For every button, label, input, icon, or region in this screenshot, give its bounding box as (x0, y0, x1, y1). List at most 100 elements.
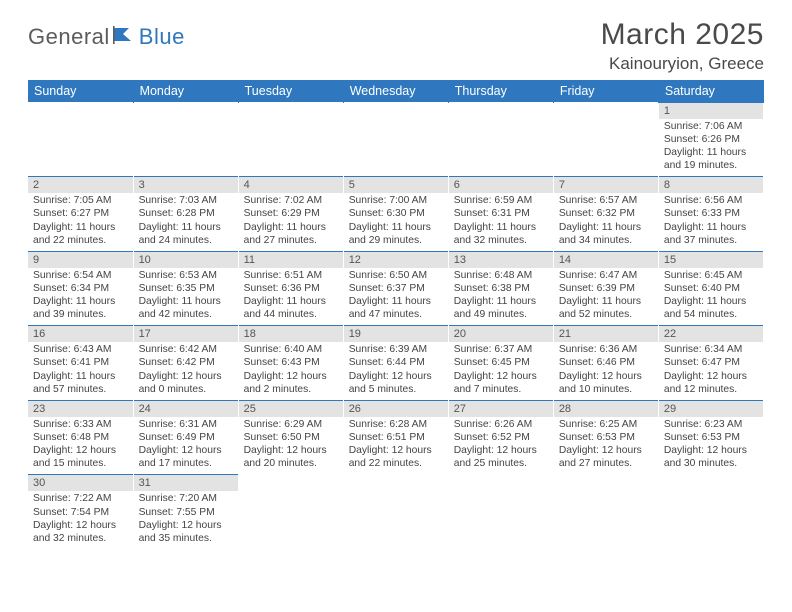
day-number-cell: 12 (343, 251, 448, 268)
daylight-text: Daylight: 11 hours and 54 minutes. (664, 295, 758, 321)
day-info-row: Sunrise: 7:06 AMSunset: 6:26 PMDaylight:… (28, 119, 764, 177)
day-number-cell (553, 103, 658, 119)
daylight-text: Daylight: 12 hours and 32 minutes. (33, 519, 128, 545)
daylight-text: Daylight: 12 hours and 12 minutes. (664, 370, 758, 396)
sunset-text: Sunset: 6:45 PM (454, 356, 548, 369)
day-number-cell: 3 (133, 177, 238, 194)
day-number-cell: 20 (448, 326, 553, 343)
day-info-row: Sunrise: 7:05 AMSunset: 6:27 PMDaylight:… (28, 193, 764, 251)
sunrise-text: Sunrise: 6:54 AM (33, 269, 128, 282)
day-number-cell: 16 (28, 326, 133, 343)
sunset-text: Sunset: 6:30 PM (349, 207, 443, 220)
sunrise-text: Sunrise: 6:47 AM (559, 269, 653, 282)
day-number-cell: 22 (658, 326, 763, 343)
day-number-cell (238, 475, 343, 492)
sunset-text: Sunset: 6:49 PM (139, 431, 233, 444)
daylight-text: Daylight: 12 hours and 30 minutes. (664, 444, 758, 470)
daylight-text: Daylight: 12 hours and 0 minutes. (139, 370, 233, 396)
day-info-cell: Sunrise: 6:33 AMSunset: 6:48 PMDaylight:… (28, 417, 133, 475)
sunset-text: Sunset: 6:26 PM (664, 133, 758, 146)
sunset-text: Sunset: 6:42 PM (139, 356, 233, 369)
day-info-cell: Sunrise: 6:51 AMSunset: 6:36 PMDaylight:… (238, 268, 343, 326)
day-number-row: 23242526272829 (28, 400, 764, 417)
daylight-text: Daylight: 11 hours and 47 minutes. (349, 295, 443, 321)
day-info-cell: Sunrise: 6:37 AMSunset: 6:45 PMDaylight:… (448, 342, 553, 400)
day-number-cell: 19 (343, 326, 448, 343)
sunrise-text: Sunrise: 7:02 AM (244, 194, 338, 207)
sunset-text: Sunset: 6:37 PM (349, 282, 443, 295)
day-number-cell: 4 (238, 177, 343, 194)
daylight-text: Daylight: 11 hours and 57 minutes. (33, 370, 128, 396)
flag-icon (113, 26, 135, 49)
day-info-cell (343, 119, 448, 177)
day-number-cell: 21 (553, 326, 658, 343)
day-number-cell: 14 (553, 251, 658, 268)
sunrise-text: Sunrise: 7:06 AM (664, 120, 758, 133)
sunset-text: Sunset: 6:52 PM (454, 431, 548, 444)
day-info-cell (133, 119, 238, 177)
sunrise-text: Sunrise: 6:56 AM (664, 194, 758, 207)
day-number-cell: 18 (238, 326, 343, 343)
weekday-header: Saturday (658, 80, 763, 103)
sunrise-text: Sunrise: 6:33 AM (33, 418, 128, 431)
day-number-row: 3031 (28, 475, 764, 492)
sunset-text: Sunset: 6:29 PM (244, 207, 338, 220)
day-info-cell (448, 491, 553, 549)
day-number-cell: 9 (28, 251, 133, 268)
weekday-header-row: Sunday Monday Tuesday Wednesday Thursday… (28, 80, 764, 103)
day-info-cell: Sunrise: 7:06 AMSunset: 6:26 PMDaylight:… (658, 119, 763, 177)
sunrise-text: Sunrise: 7:05 AM (33, 194, 128, 207)
sunrise-text: Sunrise: 6:31 AM (139, 418, 233, 431)
day-info-cell (28, 119, 133, 177)
day-info-cell: Sunrise: 6:57 AMSunset: 6:32 PMDaylight:… (553, 193, 658, 251)
sunrise-text: Sunrise: 6:37 AM (454, 343, 548, 356)
day-info-cell: Sunrise: 6:28 AMSunset: 6:51 PMDaylight:… (343, 417, 448, 475)
day-number-cell: 26 (343, 400, 448, 417)
day-info-cell (238, 491, 343, 549)
day-info-cell: Sunrise: 6:59 AMSunset: 6:31 PMDaylight:… (448, 193, 553, 251)
sunrise-text: Sunrise: 7:03 AM (139, 194, 233, 207)
weekday-header: Sunday (28, 80, 133, 103)
day-number-cell (343, 475, 448, 492)
sunset-text: Sunset: 6:34 PM (33, 282, 128, 295)
day-info-cell: Sunrise: 6:34 AMSunset: 6:47 PMDaylight:… (658, 342, 763, 400)
day-info-cell: Sunrise: 6:56 AMSunset: 6:33 PMDaylight:… (658, 193, 763, 251)
daylight-text: Daylight: 11 hours and 32 minutes. (454, 221, 548, 247)
sunset-text: Sunset: 6:48 PM (33, 431, 128, 444)
day-number-cell (133, 103, 238, 119)
day-info-cell (553, 119, 658, 177)
day-info-cell: Sunrise: 7:00 AMSunset: 6:30 PMDaylight:… (343, 193, 448, 251)
weekday-header: Thursday (448, 80, 553, 103)
calendar-page: General Blue March 2025 Kainouryion, Gre… (0, 0, 792, 549)
sunrise-text: Sunrise: 6:45 AM (664, 269, 758, 282)
sunset-text: Sunset: 6:28 PM (139, 207, 233, 220)
day-number-cell: 11 (238, 251, 343, 268)
sunrise-text: Sunrise: 7:00 AM (349, 194, 443, 207)
brand-part1: General (28, 24, 110, 50)
day-number-cell: 28 (553, 400, 658, 417)
sunset-text: Sunset: 6:39 PM (559, 282, 653, 295)
day-info-cell: Sunrise: 6:39 AMSunset: 6:44 PMDaylight:… (343, 342, 448, 400)
day-info-cell: Sunrise: 7:22 AMSunset: 7:54 PMDaylight:… (28, 491, 133, 549)
daylight-text: Daylight: 12 hours and 2 minutes. (244, 370, 338, 396)
month-title: March 2025 (601, 18, 764, 52)
daylight-text: Daylight: 11 hours and 44 minutes. (244, 295, 338, 321)
sunrise-text: Sunrise: 6:29 AM (244, 418, 338, 431)
sunrise-text: Sunrise: 6:36 AM (559, 343, 653, 356)
sunset-text: Sunset: 6:44 PM (349, 356, 443, 369)
weekday-header: Wednesday (343, 80, 448, 103)
day-info-cell: Sunrise: 6:45 AMSunset: 6:40 PMDaylight:… (658, 268, 763, 326)
sunrise-text: Sunrise: 6:57 AM (559, 194, 653, 207)
sunset-text: Sunset: 6:31 PM (454, 207, 548, 220)
day-info-cell: Sunrise: 7:05 AMSunset: 6:27 PMDaylight:… (28, 193, 133, 251)
sunset-text: Sunset: 6:53 PM (559, 431, 653, 444)
day-number-cell (28, 103, 133, 119)
sunrise-text: Sunrise: 6:50 AM (349, 269, 443, 282)
daylight-text: Daylight: 11 hours and 39 minutes. (33, 295, 128, 321)
day-number-cell: 27 (448, 400, 553, 417)
day-number-cell: 6 (448, 177, 553, 194)
day-number-cell: 13 (448, 251, 553, 268)
day-number-row: 1 (28, 103, 764, 119)
day-number-row: 9101112131415 (28, 251, 764, 268)
sunset-text: Sunset: 6:46 PM (559, 356, 653, 369)
